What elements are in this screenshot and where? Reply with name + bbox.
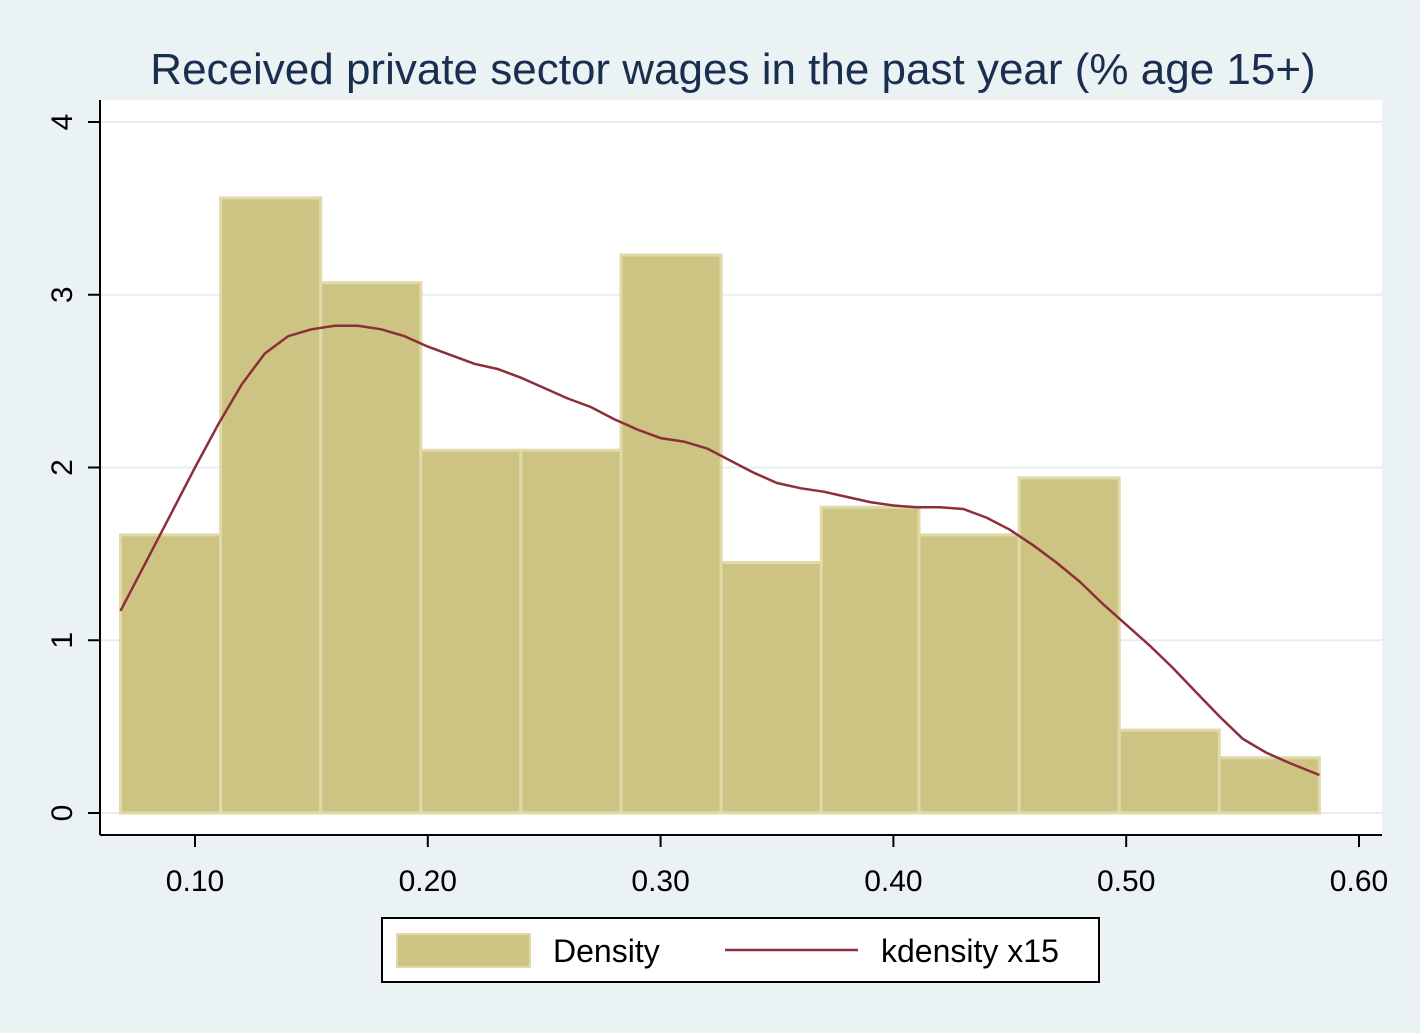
- histogram-bar-4: [419, 448, 523, 815]
- histogram-bar-11: [1117, 728, 1221, 815]
- x-tick-label-0.40: 0.40: [864, 865, 922, 898]
- y-tick-label-0: 0: [46, 805, 79, 822]
- histogram-bar-1: [119, 533, 223, 815]
- y-tick-label-1: 1: [46, 632, 79, 649]
- x-tick-label-0.50: 0.50: [1097, 865, 1155, 898]
- histogram-bar-7: [719, 561, 823, 815]
- chart-title: Received private sector wages in the pas…: [150, 45, 1315, 94]
- x-tick-label-0.30: 0.30: [631, 865, 689, 898]
- histogram-bar-9: [917, 533, 1021, 815]
- x-tick-label-0.60: 0.60: [1330, 865, 1388, 898]
- histogram-bar-6: [619, 253, 723, 815]
- histogram-bar-8: [819, 505, 921, 815]
- legend-label-density: Density: [553, 933, 660, 969]
- histogram-bar-2: [219, 196, 323, 815]
- histogram-bar-12: [1217, 756, 1321, 815]
- y-tick-label-2: 2: [46, 459, 79, 476]
- legend-label-kdensity: kdensity x15: [881, 933, 1059, 969]
- y-tick-label-3: 3: [46, 286, 79, 303]
- histogram-bar-3: [319, 281, 423, 815]
- legend: Density kdensity x15: [381, 917, 1100, 983]
- y-tick-label-4: 4: [46, 114, 79, 131]
- kdensity-line: [119, 324, 1320, 777]
- x-tick-label-0.20: 0.20: [399, 865, 457, 898]
- legend-swatch-density: [396, 933, 531, 968]
- x-tick-label-0.10: 0.10: [166, 865, 224, 898]
- histogram-bar-10: [1017, 476, 1121, 815]
- axes: 0 1 2 3 4 0.10 0.20 0.30 0.40 0.50 0.60: [46, 100, 1388, 898]
- histogram-bar-5: [519, 448, 623, 815]
